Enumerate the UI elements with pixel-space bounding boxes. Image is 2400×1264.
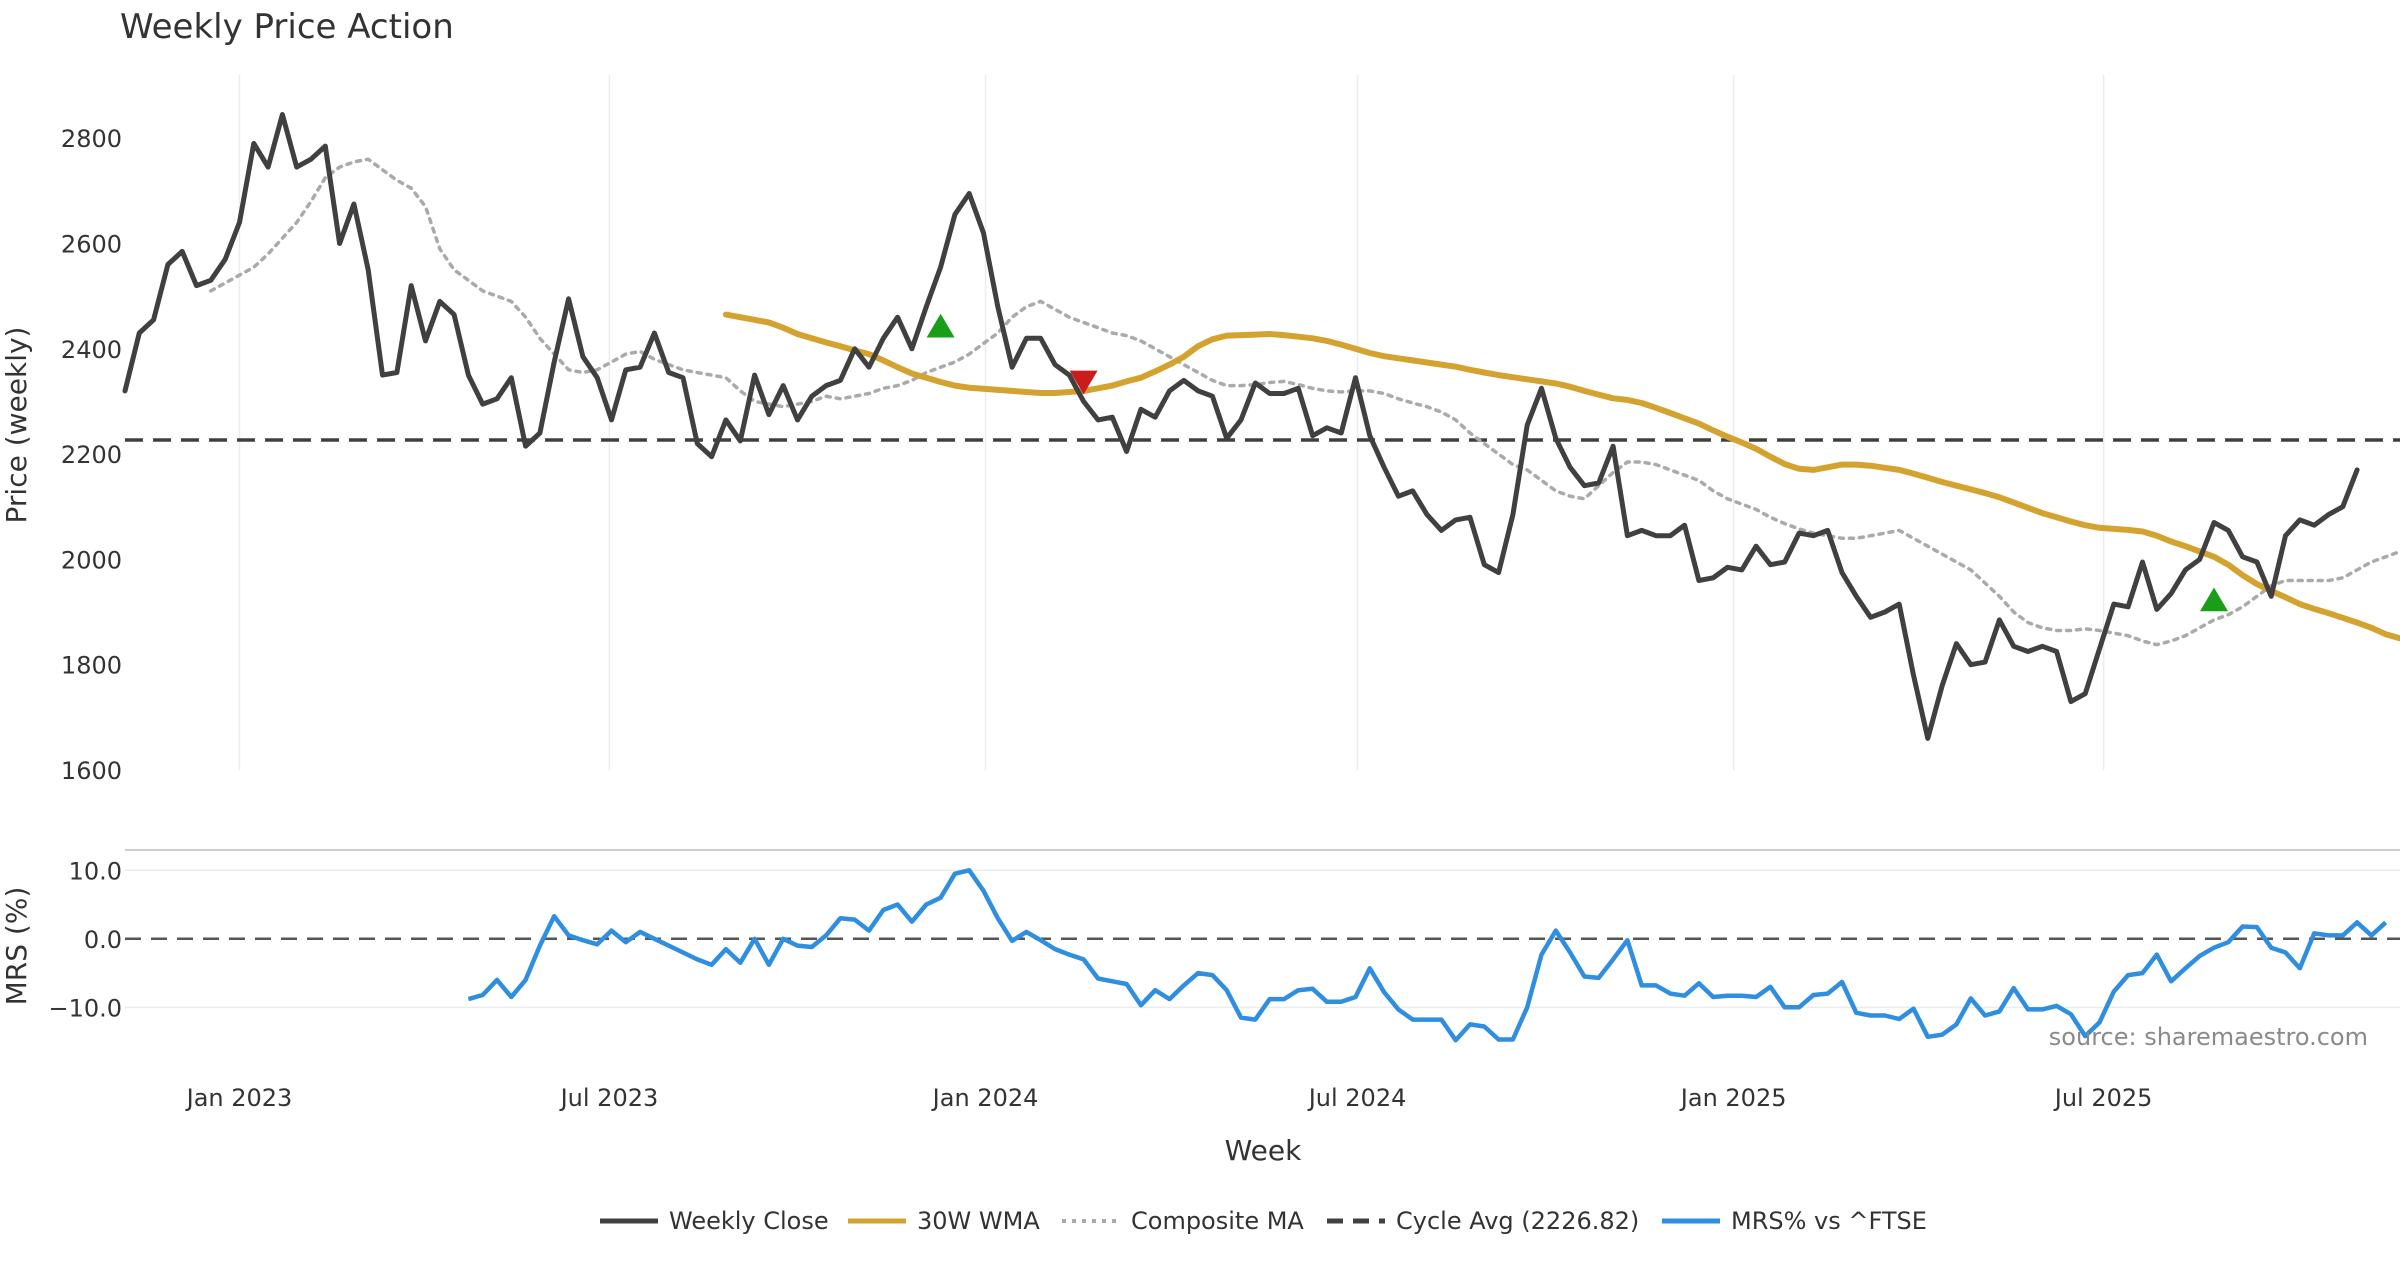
price-y-tick-label: 2200 xyxy=(61,441,122,469)
x-tick-label: Jul 2023 xyxy=(559,1084,659,1112)
price-y-tick-label: 2600 xyxy=(61,230,122,258)
legend-label: Cycle Avg (2226.82) xyxy=(1396,1207,1639,1235)
price-y-tick-label: 1600 xyxy=(61,757,122,785)
grid-layer xyxy=(238,75,2105,770)
legend-label: Weekly Close xyxy=(669,1207,829,1235)
weekly-close-line xyxy=(122,112,2360,741)
mrs-layer xyxy=(125,868,2400,1043)
mrs-y-tick-label: 10.0 xyxy=(69,857,122,885)
sell-signal-marker xyxy=(1069,370,1098,395)
legend: Weekly Close 30W WMA Composite MA Cycle Avg… xyxy=(600,1207,1927,1235)
series-layer xyxy=(122,112,2400,741)
mrs-y-axis-label: MRS (%) xyxy=(0,887,33,1006)
signal-markers xyxy=(926,313,2228,612)
price-y-axis: 1600 1800 2000 2200 2400 2600 2800 xyxy=(61,125,122,785)
price-y-tick-label: 2800 xyxy=(61,125,122,153)
x-tick-label: Jan 2024 xyxy=(931,1084,1039,1112)
buy-signal-marker xyxy=(2200,587,2228,612)
x-tick-label: Jan 2023 xyxy=(185,1084,293,1112)
legend-label: 30W WMA xyxy=(917,1207,1040,1235)
x-tick-label: Jan 2025 xyxy=(1679,1084,1787,1112)
price-y-tick-label: 2400 xyxy=(61,336,122,364)
legend-label: Composite MA xyxy=(1131,1207,1304,1235)
legend-item: Weekly Close xyxy=(600,1207,829,1235)
mrs-y-axis: 10.0 0.0 −10.0 xyxy=(48,857,2400,1022)
mrs-line xyxy=(467,868,2388,1043)
wma-30w-line xyxy=(722,311,2400,642)
buy-signal-marker xyxy=(926,313,955,338)
x-tick-label: Jul 2024 xyxy=(1307,1084,1407,1112)
legend-item: MRS% vs ^FTSE xyxy=(1662,1207,1927,1235)
chart-title: Weekly Price Action xyxy=(120,7,454,47)
mrs-y-tick-label: −10.0 xyxy=(48,994,122,1022)
price-y-axis-label: Price (weekly) xyxy=(0,327,33,524)
price-y-tick-label: 2000 xyxy=(61,546,122,574)
x-axis: Jan 2023 Jul 2023 Jan 2024 Jul 2024 Jan 2025… xyxy=(185,1084,2153,1112)
mrs-y-tick-label: 0.0 xyxy=(84,926,122,954)
price-y-tick-label: 1800 xyxy=(61,652,122,680)
legend-item: Composite MA xyxy=(1062,1207,1304,1235)
x-tick-label: Jul 2025 xyxy=(2053,1084,2153,1112)
composite-ma-line xyxy=(209,157,2400,647)
legend-label: MRS% vs ^FTSE xyxy=(1731,1207,1927,1235)
source-note: source: sharemaestro.com xyxy=(2049,1023,2368,1051)
x-axis-label: Week xyxy=(1225,1134,1302,1167)
legend-item: 30W WMA xyxy=(848,1207,1040,1235)
legend-item: Cycle Avg (2226.82) xyxy=(1327,1207,1639,1235)
